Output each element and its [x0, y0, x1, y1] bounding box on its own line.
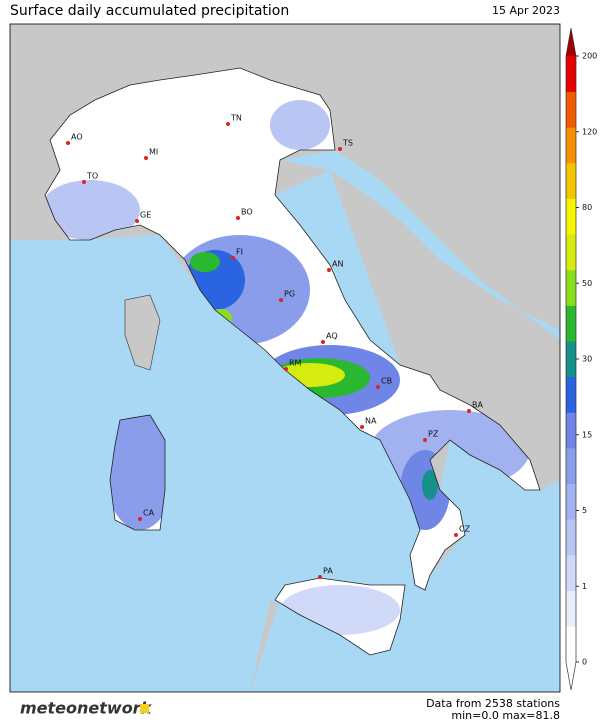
colorbar-band: [566, 305, 576, 342]
colorbar-band: [566, 448, 576, 485]
colorbar-tick-label: 200: [582, 52, 597, 61]
city-label: TN: [230, 114, 242, 123]
city-label: NA: [365, 417, 377, 426]
colorbar-band: [566, 127, 576, 164]
colorbar-band: [566, 412, 576, 449]
colorbar-tick-label: 120: [582, 127, 597, 136]
city-dot: [66, 141, 70, 145]
city-label: MI: [149, 148, 158, 157]
city-labels: AO TO MI TN TS GE BO FI AN PG AQ RM CB BA NA PZ CZ CA PA: [66, 114, 483, 579]
stations: Data from 2538 stations: [426, 697, 560, 710]
colorbar-tick-label: 50: [582, 279, 592, 288]
min-max: min=0.0 max=81.8: [451, 709, 560, 722]
city-dot: [284, 367, 288, 371]
city-label: CB: [381, 377, 392, 386]
colorbar-band: [566, 555, 576, 592]
city-label: CZ: [459, 525, 471, 534]
colorbar-band: [566, 626, 576, 663]
city-label: PZ: [428, 430, 439, 439]
city-dot: [236, 216, 240, 220]
colorbar-band: [566, 91, 576, 128]
colorbar-tick-label: 1: [582, 582, 587, 591]
colorbar-tick-label: 5: [582, 506, 587, 515]
city-label: PG: [284, 290, 295, 299]
city-label: PA: [323, 567, 333, 576]
city-label: AO: [71, 133, 83, 142]
title: Surface daily accumulated precipitation: [10, 3, 289, 19]
city-dot: [338, 147, 342, 151]
city-label: TS: [342, 139, 353, 148]
city-dot: [467, 409, 471, 413]
date: 15 Apr 2023: [492, 4, 560, 17]
city-dot: [454, 533, 458, 537]
city-dot: [144, 156, 148, 160]
city-dot: [82, 180, 86, 184]
colorbar-band: [566, 590, 576, 627]
colorbar-band: [566, 162, 576, 199]
city-label: BO: [241, 208, 253, 217]
colorbar-band: [566, 519, 576, 556]
city-label: CA: [143, 509, 155, 518]
colorbar-tick-label: 15: [582, 430, 592, 439]
colorbar-band: [566, 234, 576, 271]
colorbar-tick-label: 0: [582, 658, 587, 667]
city-dot: [318, 575, 322, 579]
colorbar-band: [566, 269, 576, 306]
city-label: RM: [289, 359, 302, 368]
colorbar-tick-label: 80: [582, 203, 592, 212]
city-label: FI: [236, 248, 243, 257]
city-dot: [138, 517, 142, 521]
colorbar-under: [566, 662, 576, 690]
city-dot: [327, 268, 331, 272]
colorbar-tick-label: 30: [582, 355, 592, 364]
city-dot: [135, 219, 139, 223]
city-label: TO: [86, 172, 98, 181]
city-label: BA: [472, 401, 483, 410]
city-label: AQ: [326, 332, 338, 341]
city-dot: [279, 298, 283, 302]
colorbar-band: [566, 198, 576, 235]
logo: meteonetwork: [20, 699, 153, 718]
city-dot: [423, 438, 427, 442]
colorbar-over: [566, 28, 576, 56]
logo-mark: [140, 704, 149, 713]
colorbar-band: [566, 56, 576, 92]
city-dot: [321, 340, 325, 344]
city-dot: [226, 122, 230, 126]
colorbar-band: [566, 483, 576, 520]
colorbar-band: [566, 341, 576, 378]
city-dot: [360, 425, 364, 429]
map: [10, 24, 560, 692]
city-dot: [376, 385, 380, 389]
city-label: AN: [332, 260, 343, 269]
city-label: GE: [140, 211, 151, 220]
colorbar-band: [566, 376, 576, 413]
city-dot: [231, 256, 235, 260]
